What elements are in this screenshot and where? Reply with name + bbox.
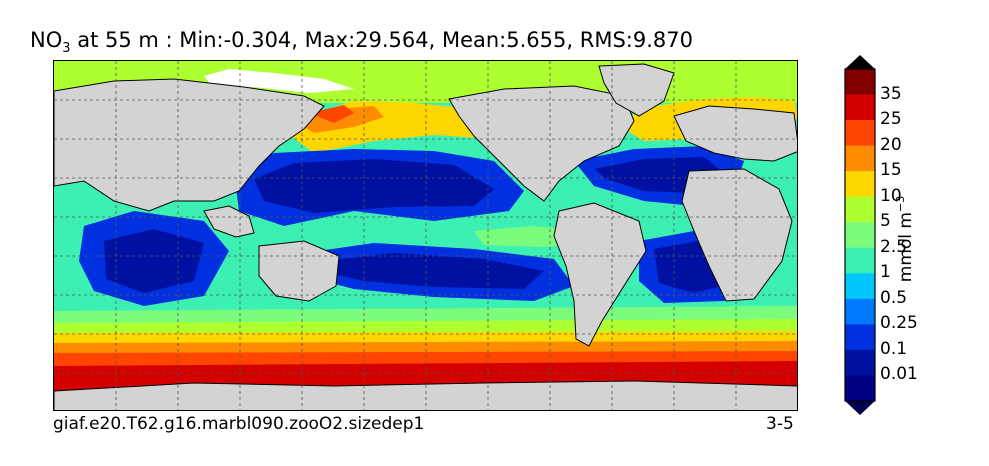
south-america [553,202,647,347]
colorbar-segment [845,349,875,376]
colorbar-segment [845,222,875,249]
map-title: NO3 at 55 m : Min:-0.304, Max:29.564, Me… [30,28,693,57]
nitrate-map [53,60,798,411]
colorbar-segment [845,273,875,300]
colorbar-segment [845,120,875,147]
europe [673,105,797,162]
greenland [598,63,675,117]
colorbar-over-arrow [845,55,875,69]
colorbar-segment [845,69,875,96]
colorbar-tick-label: 10 [880,185,902,206]
colorbar-tick-label: 20 [880,134,902,155]
colorbar-segment [845,324,875,351]
maritime-continent [203,205,255,238]
colorbar-tick-label: 35 [880,83,902,104]
colorbar-segment [845,94,875,121]
nitrate-field [54,61,797,410]
colorbar-segment [845,171,875,198]
north-america [448,85,635,202]
colorbar-tick-label: 0.01 [880,364,918,385]
units-label: mmol m−3 [894,195,916,283]
colorbar-tick-label: 2.5 [880,236,908,257]
colorbar-segment [845,145,875,172]
colorbar-tick-label: 25 [880,109,902,130]
colorbar-tick-label: 5 [880,211,891,232]
colorbar-tick-label: 0.25 [880,313,918,334]
colorbar-tick-label: 0.1 [880,338,908,359]
colorbar-under-arrow [845,401,875,415]
africa [681,168,793,302]
case-name: giaf.e20.T62.g16.marbl090.zooO2.sizedep1 [53,414,425,434]
colorbar-tick-label: 0.5 [880,287,908,308]
colorbar-segment [845,375,875,402]
colorbar [844,55,876,415]
graticule [54,61,797,410]
colorbar-tick-label: 15 [880,160,902,181]
year-range: 3-5 [766,414,794,434]
colorbar-segment [845,298,875,325]
colorbar-tick-label: 1 [880,262,891,283]
colorbar-segment [845,196,875,223]
antarctica [54,380,797,410]
colorbar-segment [845,247,875,274]
